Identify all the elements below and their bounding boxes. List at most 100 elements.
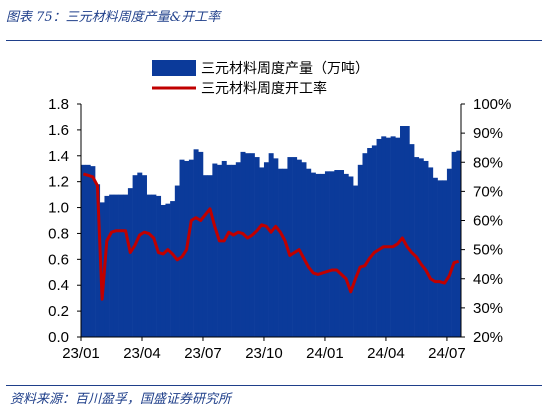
- production-bar: [423, 160, 429, 337]
- production-bar: [414, 157, 420, 337]
- production-bar: [249, 153, 255, 337]
- production-bar: [104, 195, 110, 337]
- x-tick-label: 23/04: [123, 345, 161, 362]
- legend-bar-swatch: [152, 60, 196, 76]
- x-tick-label: 23/07: [184, 345, 222, 362]
- left-axis-ticks: 0.0 0.2 0.4 0.6 0.8 1.0 1.2 1.4 1.6 1.8: [48, 96, 81, 346]
- production-bar: [301, 162, 307, 337]
- production-bar: [437, 180, 443, 337]
- production-bar: [263, 162, 269, 337]
- x-tick-label: 24/04: [367, 345, 405, 362]
- left-tick-label: 0.4: [48, 277, 69, 294]
- production-bar: [273, 158, 279, 337]
- production-bar: [371, 145, 377, 337]
- production-bar: [456, 150, 462, 337]
- production-bar: [245, 153, 251, 337]
- production-bar: [432, 177, 438, 337]
- production-bar: [268, 153, 274, 337]
- production-bar: [339, 170, 345, 337]
- production-bar: [165, 203, 171, 337]
- production-bar: [231, 164, 237, 337]
- title-rule: [6, 40, 542, 41]
- production-bar: [240, 151, 246, 337]
- production-bar: [81, 164, 86, 337]
- legend-bar-label: 三元材料周度产量（万吨）: [201, 60, 369, 76]
- x-axis-ticks: 23/01 23/04 23/07 23/10 24/01 24/04 24/07: [62, 337, 466, 362]
- production-bar: [193, 149, 199, 337]
- production-bar: [202, 175, 208, 337]
- production-bar: [367, 148, 373, 337]
- production-bar: [442, 180, 448, 337]
- production-bar: [151, 194, 157, 337]
- production-bar: [170, 201, 176, 337]
- right-tick-label: 20%: [473, 329, 503, 346]
- production-bar: [259, 167, 265, 337]
- production-bar: [343, 173, 349, 337]
- production-bar: [395, 137, 401, 337]
- production-bar: [348, 176, 354, 337]
- utilization-line-group: [82, 172, 460, 301]
- production-bar: [390, 136, 396, 337]
- production-bar: [381, 136, 387, 337]
- x-tick-label: 24/01: [306, 345, 344, 362]
- production-bar: [198, 151, 204, 337]
- left-tick-label: 1.4: [48, 148, 69, 165]
- production-bar: [334, 170, 340, 337]
- figure-title: 图表 75：三元材料周度产量&开工率: [6, 10, 221, 25]
- production-bar: [118, 194, 124, 337]
- production-bar: [418, 158, 424, 337]
- right-tick-label: 60%: [473, 213, 503, 230]
- production-bar: [160, 204, 166, 337]
- production-bar: [137, 172, 143, 337]
- production-bar: [282, 168, 288, 337]
- left-tick-label: 0.2: [48, 303, 69, 320]
- x-tick-label: 23/10: [245, 345, 283, 362]
- production-bar: [357, 164, 363, 337]
- right-tick-label: 50%: [473, 242, 503, 259]
- production-bar: [404, 126, 410, 337]
- right-tick-label: 30%: [473, 300, 503, 317]
- production-bar: [306, 168, 312, 337]
- production-bar: [113, 194, 119, 337]
- legend-line-label: 三元材料周度开工率: [201, 80, 327, 96]
- chart-legend: 三元材料周度产量（万吨） 三元材料周度开工率: [152, 60, 369, 96]
- production-bar: [212, 163, 218, 337]
- right-tick-label: 70%: [473, 183, 503, 200]
- production-bar: [287, 157, 293, 337]
- production-bar: [123, 194, 129, 337]
- production-bar: [235, 162, 241, 337]
- source-rule: [6, 385, 542, 386]
- left-tick-label: 1.0: [48, 200, 69, 217]
- production-bar: [127, 188, 133, 337]
- production-bar: [221, 160, 227, 337]
- production-bar: [292, 157, 298, 337]
- production-bar: [217, 164, 223, 337]
- right-axis-ticks: 20% 30% 40% 50% 60% 70% 80% 90% 100%: [461, 96, 511, 346]
- right-tick-label: 100%: [473, 96, 511, 113]
- right-tick-label: 80%: [473, 154, 503, 171]
- left-tick-label: 0.8: [48, 225, 69, 242]
- source-note: 资料来源：百川盈孚，国盛证券研究所: [10, 392, 232, 407]
- production-bar: [428, 167, 434, 337]
- left-tick-label: 0.6: [48, 251, 69, 268]
- production-bar: [320, 173, 326, 337]
- production-bar: [109, 194, 115, 337]
- production-bar: [132, 175, 138, 337]
- x-tick-label: 24/07: [428, 345, 466, 362]
- right-tick-label: 90%: [473, 125, 503, 142]
- production-bar: [95, 184, 101, 337]
- production-bar: [315, 173, 321, 337]
- production-bar: [362, 153, 368, 337]
- production-bar: [409, 144, 415, 337]
- production-bar: [207, 175, 213, 337]
- production-bar: [179, 159, 185, 337]
- production-bar: [156, 195, 162, 337]
- right-tick-label: 40%: [473, 271, 503, 288]
- production-bar: [329, 171, 335, 337]
- left-tick-label: 1.6: [48, 122, 69, 139]
- left-tick-label: 1.8: [48, 96, 69, 113]
- production-bar: [376, 138, 382, 337]
- production-bar: [254, 157, 260, 337]
- production-bar: [85, 164, 91, 337]
